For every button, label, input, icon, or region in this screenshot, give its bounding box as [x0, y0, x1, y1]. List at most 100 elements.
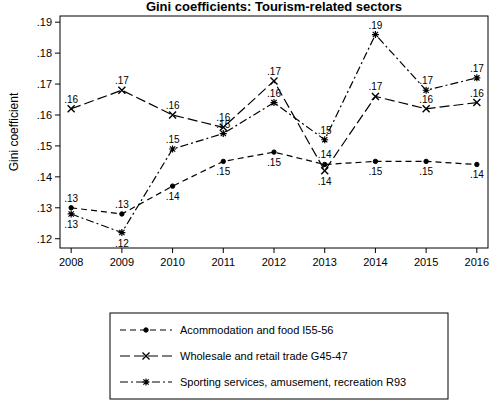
- point: [118, 229, 125, 236]
- legend-marker: [143, 353, 150, 360]
- y-tick: [55, 114, 60, 115]
- point: [271, 77, 278, 84]
- point: [372, 93, 379, 100]
- series-line: [71, 152, 477, 214]
- point: [423, 105, 430, 112]
- marker-part: [473, 74, 480, 81]
- y-tick-label: .14: [37, 171, 52, 183]
- data-label: .12: [115, 238, 129, 249]
- data-labels: .13 .13 .14 .15 .15 .14 .15 .15 .14 .16 .17 .16 .16.…: [64, 20, 484, 249]
- legend-label: Acommodation and food I55-56: [180, 324, 334, 336]
- marker-part: [118, 229, 125, 236]
- marker-part: [170, 184, 174, 188]
- data-label: .15: [166, 134, 180, 145]
- point: [220, 130, 227, 137]
- x-tick: [324, 248, 325, 253]
- data-label: .15: [216, 166, 230, 177]
- series-line: [71, 35, 477, 233]
- marker-part: [372, 31, 379, 38]
- x-tick: [223, 248, 224, 253]
- marker-part: [271, 99, 278, 106]
- point: [475, 162, 479, 166]
- point: [271, 99, 278, 106]
- point: [118, 87, 125, 94]
- data-label: .14: [166, 191, 180, 202]
- y-tick-label: .18: [37, 47, 52, 59]
- marker-part: [118, 87, 125, 94]
- marker-part: [473, 99, 480, 106]
- x-tick-label: 2010: [160, 256, 184, 268]
- y-tick: [55, 22, 60, 23]
- data-label: .16: [470, 88, 484, 99]
- data-label: .14: [318, 149, 332, 160]
- y-axis-label: Gini coefficient: [7, 92, 21, 171]
- marker-part: [120, 212, 124, 216]
- x-tick-label: 2011: [211, 256, 235, 268]
- point: [473, 99, 480, 106]
- y-tick: [55, 176, 60, 177]
- marker-part: [68, 210, 75, 217]
- marker-part: [143, 379, 150, 386]
- data-label: .13: [115, 199, 129, 210]
- data-label: .16: [166, 100, 180, 111]
- point: [68, 105, 75, 112]
- point: [323, 162, 327, 166]
- point: [372, 31, 379, 38]
- data-label: .13: [64, 219, 78, 230]
- point: [272, 150, 276, 154]
- data-label: .13: [64, 193, 78, 204]
- marker-part: [271, 77, 278, 84]
- data-label: .14: [470, 169, 484, 180]
- x-tick: [426, 248, 427, 253]
- data-label: .17: [115, 75, 129, 86]
- marker-part: [373, 159, 377, 163]
- plot-area: [68, 31, 481, 236]
- legend-box: [110, 313, 448, 399]
- legend: Acommodation and food I55-56Wholesale an…: [110, 313, 448, 399]
- x-tick: [274, 248, 275, 253]
- point: [321, 136, 328, 143]
- data-label: .19: [368, 20, 382, 31]
- y-tick: [55, 84, 60, 85]
- x-tick-label: 2008: [59, 256, 83, 268]
- x-tick-label: 2015: [414, 256, 438, 268]
- data-label: .16: [419, 94, 433, 105]
- marker-part: [321, 136, 328, 143]
- point: [423, 87, 430, 94]
- y-tick-label: .19: [37, 16, 52, 28]
- x-tick-label: 2016: [465, 256, 489, 268]
- marker-part: [169, 111, 176, 118]
- y-tick: [55, 207, 60, 208]
- marker-part: [372, 93, 379, 100]
- marker-part: [272, 150, 276, 154]
- marker-part: [323, 162, 327, 166]
- title: Gini coefficients: Tourism-related secto…: [146, 0, 402, 14]
- point: [373, 159, 377, 163]
- data-label: .17: [419, 75, 433, 86]
- point: [424, 159, 428, 163]
- marker-part: [423, 87, 430, 94]
- point: [169, 146, 176, 153]
- x-tick: [121, 248, 122, 253]
- data-label: .15: [318, 125, 332, 136]
- x-tick-label: 2009: [110, 256, 134, 268]
- y-tick: [55, 145, 60, 146]
- x-tick: [172, 248, 173, 253]
- point: [68, 210, 75, 217]
- marker-part: [321, 167, 328, 174]
- data-label: .14: [318, 176, 332, 187]
- marker-part: [221, 159, 225, 163]
- y-tick-label: .17: [37, 78, 52, 90]
- point: [169, 111, 176, 118]
- y-tick-label: .13: [37, 202, 52, 214]
- legend-label: Sporting services, amusement, recreation…: [180, 376, 406, 388]
- data-label: .17: [368, 81, 382, 92]
- marker-part: [144, 328, 148, 332]
- point: [120, 212, 124, 216]
- data-label: .15: [368, 166, 382, 177]
- data-label: .17: [267, 66, 281, 77]
- marker-part: [68, 105, 75, 112]
- point: [69, 206, 73, 210]
- data-label: .15: [419, 166, 433, 177]
- y-tick-label: .15: [37, 140, 52, 152]
